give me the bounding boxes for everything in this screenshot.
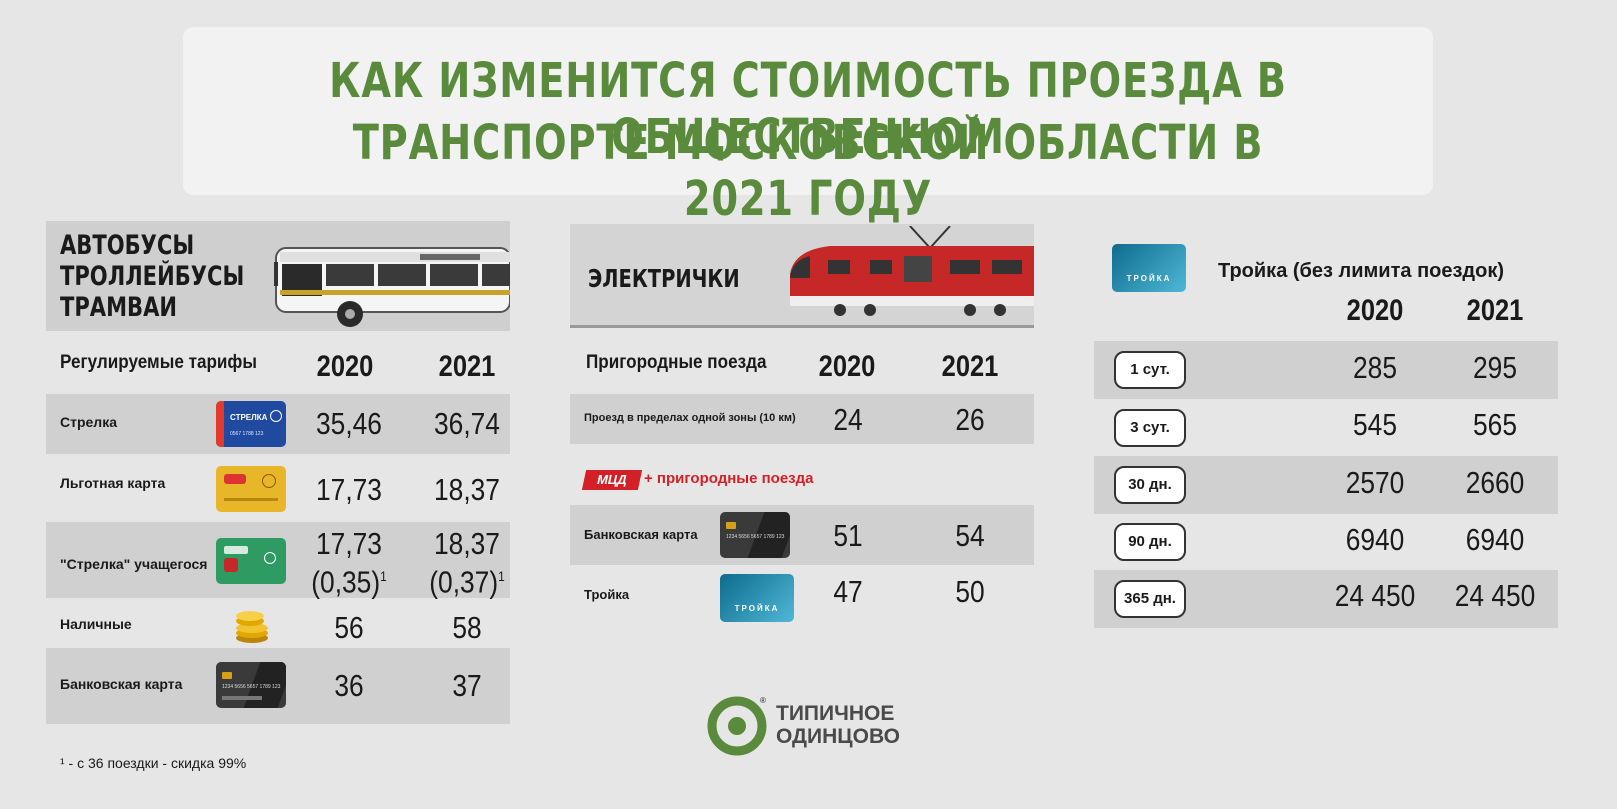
table-row-label: Банковская карта: [584, 527, 698, 542]
troika-period-pill: 30 дн.: [1114, 466, 1186, 504]
train-value-2020: 47: [833, 574, 863, 609]
bus-value-2021: 18,37 (0,37)1: [420, 527, 514, 598]
train-value-2021: 54: [955, 518, 985, 553]
troika-period-pill: 365 дн.: [1114, 580, 1186, 618]
troika-period-pill: 3 сут.: [1114, 409, 1186, 447]
bus-value-2020: 36: [334, 668, 364, 703]
troika-value-2020: 2570: [1345, 465, 1405, 500]
train-year-2020: 2020: [818, 350, 876, 383]
bus-heading-line-2: ТРОЛЛЕЙБУСЫ: [60, 261, 245, 292]
coins-icon: [236, 611, 268, 643]
bus-value-2020-main: 17,73: [316, 526, 382, 561]
train-mcd-band-1: [570, 505, 1034, 565]
troika-value-2021: 2660: [1465, 465, 1525, 500]
logo-line-1: ТИПИЧНОЕ: [776, 702, 895, 725]
bank-card-icon: 1234 5656 5657 1789 123: [216, 662, 286, 708]
tipichnoe-logo-icon: [707, 696, 767, 756]
troika-value-2020: 545: [1353, 407, 1397, 442]
troika-year-2021: 2021: [1466, 294, 1524, 327]
bank-card-number: 1234 5656 5657 1789 123: [222, 684, 281, 690]
train-zone-band: [570, 394, 1034, 444]
bus-value-2021: 37: [452, 668, 482, 703]
troika-value-2020: 285: [1353, 350, 1397, 385]
bus-subheading-text: Регулируемые тарифы: [60, 352, 257, 373]
table-row-label: Стрелка: [60, 414, 117, 430]
train-heading: ЭЛЕКТРИЧКИ: [588, 264, 782, 293]
train-heading-text: ЭЛЕКТРИЧКИ: [588, 264, 740, 293]
bus-value-2020: 56: [334, 610, 364, 645]
table-row-label: Наличные: [60, 616, 132, 632]
bus-value-2020: 35,46: [316, 406, 382, 441]
troika-value-2020: 6940: [1345, 522, 1405, 557]
bus-year-2021: 2021: [438, 350, 496, 383]
title-box: КАК ИЗМЕНИТСЯ СТОИМОСТЬ ПРОЕЗДА В ОБЩЕСТ…: [183, 27, 1433, 227]
bus-value-2020: 17,73: [316, 472, 382, 507]
footnote-marker: 1: [498, 568, 505, 584]
train-value-2021: 50: [955, 574, 985, 609]
train-value-2020: 24: [833, 402, 863, 437]
bus-heading: АВТОБУСЫ ТРОЛЛЕЙБУСЫ ТРАМВАИ: [60, 230, 296, 323]
train-subheading: Пригородные поезда: [586, 352, 787, 374]
strelka-card-number: 0567 1788 123: [230, 431, 264, 437]
troika-year-2020: 2020: [1346, 294, 1404, 327]
bus-subheading: Регулируемые тарифы: [60, 352, 279, 374]
logo-text: ТИПИЧНОЕ ОДИНЦОВО: [776, 702, 900, 748]
student-card-icon: [216, 538, 286, 584]
bus-illustration: [274, 247, 510, 327]
bus-value-2020: 17,73 (0,35)1: [302, 527, 396, 598]
train-value-2021: 26: [955, 402, 985, 437]
bus-value-2021: 58: [452, 610, 482, 645]
table-row-label: Тройка: [584, 587, 630, 602]
troika-value-2021: 6940: [1465, 522, 1525, 557]
bus-heading-line-1: АВТОБУСЫ: [60, 230, 195, 261]
mcd-badge: МЦД: [581, 470, 643, 490]
table-row-label: Банковская карта: [60, 676, 183, 692]
table-row-label: Льготная карта: [60, 475, 166, 491]
troika-card-text: ТРОЙКА: [1126, 274, 1172, 283]
troika-card-text: ТРОЙКА: [734, 604, 780, 613]
page-title-line-1: КАК ИЗМЕНИТСЯ СТОИМОСТЬ ПРОЕЗДА В ОБЩЕСТ…: [329, 53, 1287, 165]
table-row-label: "Стрелка" учащегося: [60, 556, 208, 572]
logo-registered-mark: ®: [760, 696, 766, 705]
bank-card-icon: 1234 5656 5657 1789 123: [720, 512, 790, 558]
bank-card-number: 1234 5656 5657 1789 123: [726, 534, 785, 540]
strelka-card-logo: СТРЕЛКА: [230, 413, 268, 422]
page-title-line-2: ТРАНСПОРТЕ МОСКОВСКОЙ ОБЛАСТИ В 2021 ГОД…: [352, 115, 1264, 227]
table-row-label: Проезд в пределах одной зоны (10 км): [584, 412, 796, 424]
footnote: ¹ - с 36 поездки - скидка 99%: [60, 755, 247, 771]
troika-period-pill: 1 сут.: [1114, 351, 1186, 389]
bus-value-2021: 36,74: [434, 406, 500, 441]
train-value-2020: 51: [833, 518, 863, 553]
train-illustration: [790, 226, 1034, 316]
bus-year-2020: 2020: [316, 350, 374, 383]
troika-value-2021: 565: [1473, 407, 1517, 442]
discount-card-icon: [216, 466, 286, 512]
mcd-label: + пригородные поезда: [644, 470, 814, 487]
troika-value-2021: 24 450: [1454, 578, 1536, 613]
troika-card-icon: ТРОЙКА: [720, 574, 794, 622]
strelka-card-icon: СТРЕЛКА 0567 1788 123: [216, 401, 286, 447]
bus-value-2021-sub: (0,37): [429, 564, 499, 600]
strelka-card-arrow-icon: [270, 410, 282, 422]
bus-value-2020-sub: (0,35): [311, 564, 381, 600]
troika-value-2020: 24 450: [1334, 578, 1416, 613]
bus-value-2021: 18,37: [434, 472, 500, 507]
troika-value-2021: 295: [1473, 350, 1517, 385]
troika-period-pill: 90 дн.: [1114, 523, 1186, 561]
troika-card-icon: ТРОЙКА: [1112, 244, 1186, 292]
logo-line-2: ОДИНЦОВО: [776, 725, 900, 748]
train-year-2021: 2021: [941, 350, 999, 383]
troika-heading: Тройка (без лимита поездок): [1218, 260, 1505, 282]
footnote-marker: 1: [380, 568, 387, 584]
train-subheading-text: Пригородные поезда: [586, 352, 767, 373]
bus-value-2021-main: 18,37: [434, 526, 500, 561]
bus-heading-line-3: ТРАМВАИ: [60, 292, 178, 323]
